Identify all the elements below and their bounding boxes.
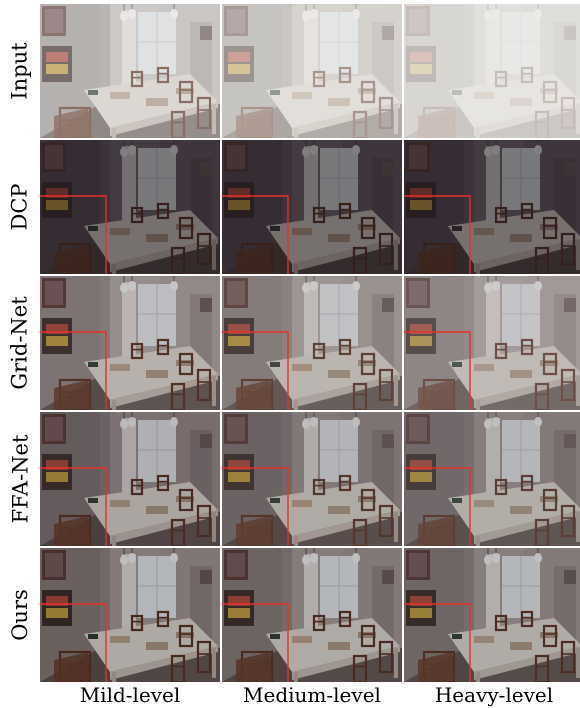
result-image-cell bbox=[404, 140, 580, 274]
zoom-region-box bbox=[222, 467, 289, 546]
row-label: FFA-Net bbox=[0, 412, 40, 546]
result-image-cell bbox=[40, 4, 220, 138]
row-label: Input bbox=[0, 4, 40, 138]
zoom-region-box bbox=[40, 603, 107, 682]
scene-image bbox=[40, 412, 220, 546]
scene-image bbox=[40, 4, 220, 138]
result-image-cell bbox=[222, 140, 402, 274]
result-image-cell bbox=[404, 548, 580, 682]
result-image-cell bbox=[40, 276, 220, 410]
row-label: Ours bbox=[0, 548, 40, 682]
row-label-text: DCP bbox=[8, 183, 33, 231]
row-label: Grid-Net bbox=[0, 276, 40, 410]
result-image-cell bbox=[40, 548, 220, 682]
zoom-region-box bbox=[404, 195, 471, 274]
scene-image bbox=[222, 412, 402, 546]
result-image-cell bbox=[40, 140, 220, 274]
scene-image bbox=[222, 140, 402, 274]
row-label-text: FFA-Net bbox=[8, 434, 33, 524]
zoom-region-box bbox=[40, 331, 107, 410]
result-image-cell bbox=[40, 412, 220, 546]
scene-image bbox=[404, 4, 580, 138]
scene-image bbox=[404, 140, 580, 274]
column-label: Medium-level bbox=[243, 683, 381, 707]
scene-image bbox=[222, 4, 402, 138]
row-label-text: Grid-Net bbox=[8, 296, 32, 390]
zoom-region-box bbox=[222, 331, 289, 410]
scene-image bbox=[222, 548, 402, 682]
zoom-region-box bbox=[404, 467, 471, 546]
result-image-cell bbox=[222, 412, 402, 546]
result-image-cell bbox=[222, 276, 402, 410]
zoom-region-box bbox=[404, 331, 471, 410]
result-image-cell bbox=[222, 548, 402, 682]
scene-image bbox=[40, 548, 220, 682]
scene-image bbox=[404, 276, 580, 410]
zoom-region-box bbox=[40, 467, 107, 546]
zoom-region-box bbox=[40, 195, 107, 274]
scene-image bbox=[404, 412, 580, 546]
zoom-region-box bbox=[222, 603, 289, 682]
row-label: DCP bbox=[0, 140, 40, 274]
result-image-cell bbox=[404, 412, 580, 546]
zoom-region-box bbox=[222, 195, 289, 274]
row-label-text: Input bbox=[8, 42, 33, 100]
zoom-region-box bbox=[404, 603, 471, 682]
result-image-cell bbox=[222, 4, 402, 138]
scene-image bbox=[40, 276, 220, 410]
result-image-cell bbox=[404, 4, 580, 138]
scene-image bbox=[222, 276, 402, 410]
scene-image bbox=[40, 140, 220, 274]
scene-image bbox=[404, 548, 580, 682]
result-image-cell bbox=[404, 276, 580, 410]
column-label: Heavy-level bbox=[434, 683, 554, 707]
column-label: Mild-level bbox=[79, 683, 181, 707]
row-label-text: Ours bbox=[8, 589, 32, 641]
